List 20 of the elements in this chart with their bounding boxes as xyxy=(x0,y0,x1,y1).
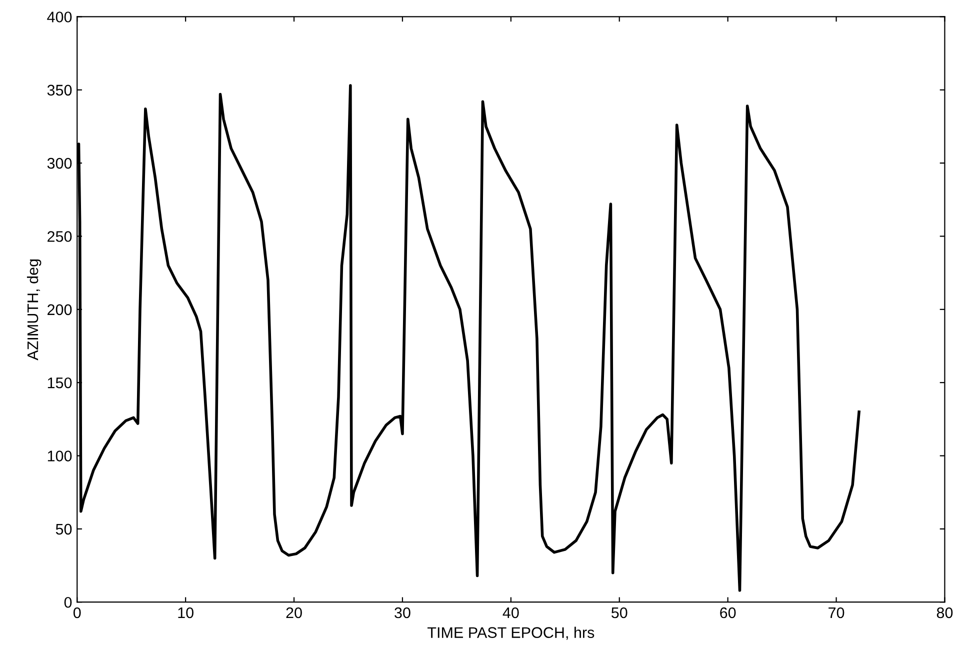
y-tick-label: 50 xyxy=(56,524,72,535)
x-axis-title: TIME PAST EPOCH, hrs xyxy=(427,626,594,640)
y-tick-label: 100 xyxy=(48,450,72,462)
y-tick-label: 350 xyxy=(47,84,72,96)
x-tick-label: 70 xyxy=(828,607,844,618)
x-tick-label: 0 xyxy=(73,607,81,618)
y-tick-label: 300 xyxy=(47,158,72,169)
y-tick-label: 150 xyxy=(48,377,72,388)
y-tick-label: 400 xyxy=(47,12,72,22)
x-tick-label: 20 xyxy=(286,607,302,618)
x-tick-label: 60 xyxy=(720,607,736,618)
y-tick-label: 250 xyxy=(48,231,72,242)
x-tick-label: 50 xyxy=(611,607,628,618)
y-tick-label: 200 xyxy=(48,304,72,316)
x-tick-label: 80 xyxy=(936,607,953,618)
x-tick-label: 10 xyxy=(178,607,194,618)
x-tick-label: 30 xyxy=(394,607,410,618)
y-axis-title: AZIMUTH, deg xyxy=(26,259,42,360)
y-tick-label: 0 xyxy=(64,596,72,608)
x-tick-label: 40 xyxy=(502,607,519,618)
